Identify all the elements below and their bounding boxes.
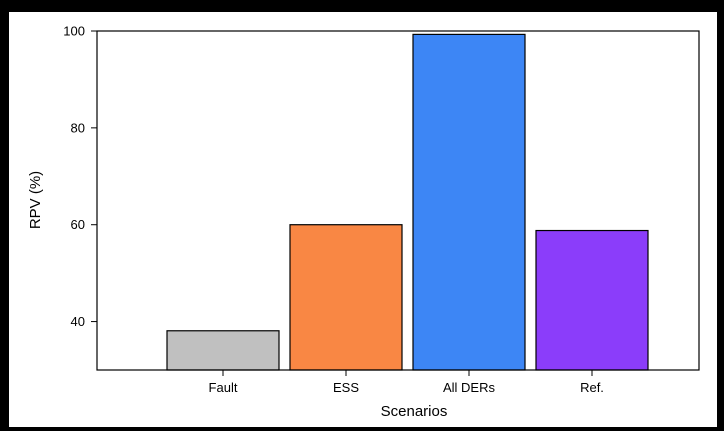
y-axis-title: RPV (%) bbox=[27, 171, 44, 229]
x-tick-label: Fault bbox=[209, 380, 238, 395]
y-tick-label: 80 bbox=[71, 120, 85, 135]
y-axis-ticks: 40 60 80 100 bbox=[63, 24, 97, 329]
x-tick-label: ESS bbox=[333, 380, 359, 395]
x-axis-title: Scenarios bbox=[381, 403, 448, 420]
plot-area bbox=[96, 30, 700, 371]
y-tick-label: 60 bbox=[71, 217, 85, 232]
x-tick-label: Ref. bbox=[580, 380, 604, 395]
bar-ref bbox=[535, 229, 649, 371]
y-tick-label: 100 bbox=[63, 24, 85, 39]
y-tick-label: 40 bbox=[71, 314, 85, 329]
x-tick-label: All DERs bbox=[443, 380, 496, 395]
bar-ess bbox=[289, 224, 403, 371]
bars bbox=[166, 33, 649, 371]
bar-all-ders bbox=[412, 33, 526, 371]
bar-fault bbox=[166, 330, 280, 371]
x-axis-ticks: Fault ESS All DERs Ref. bbox=[209, 370, 604, 395]
